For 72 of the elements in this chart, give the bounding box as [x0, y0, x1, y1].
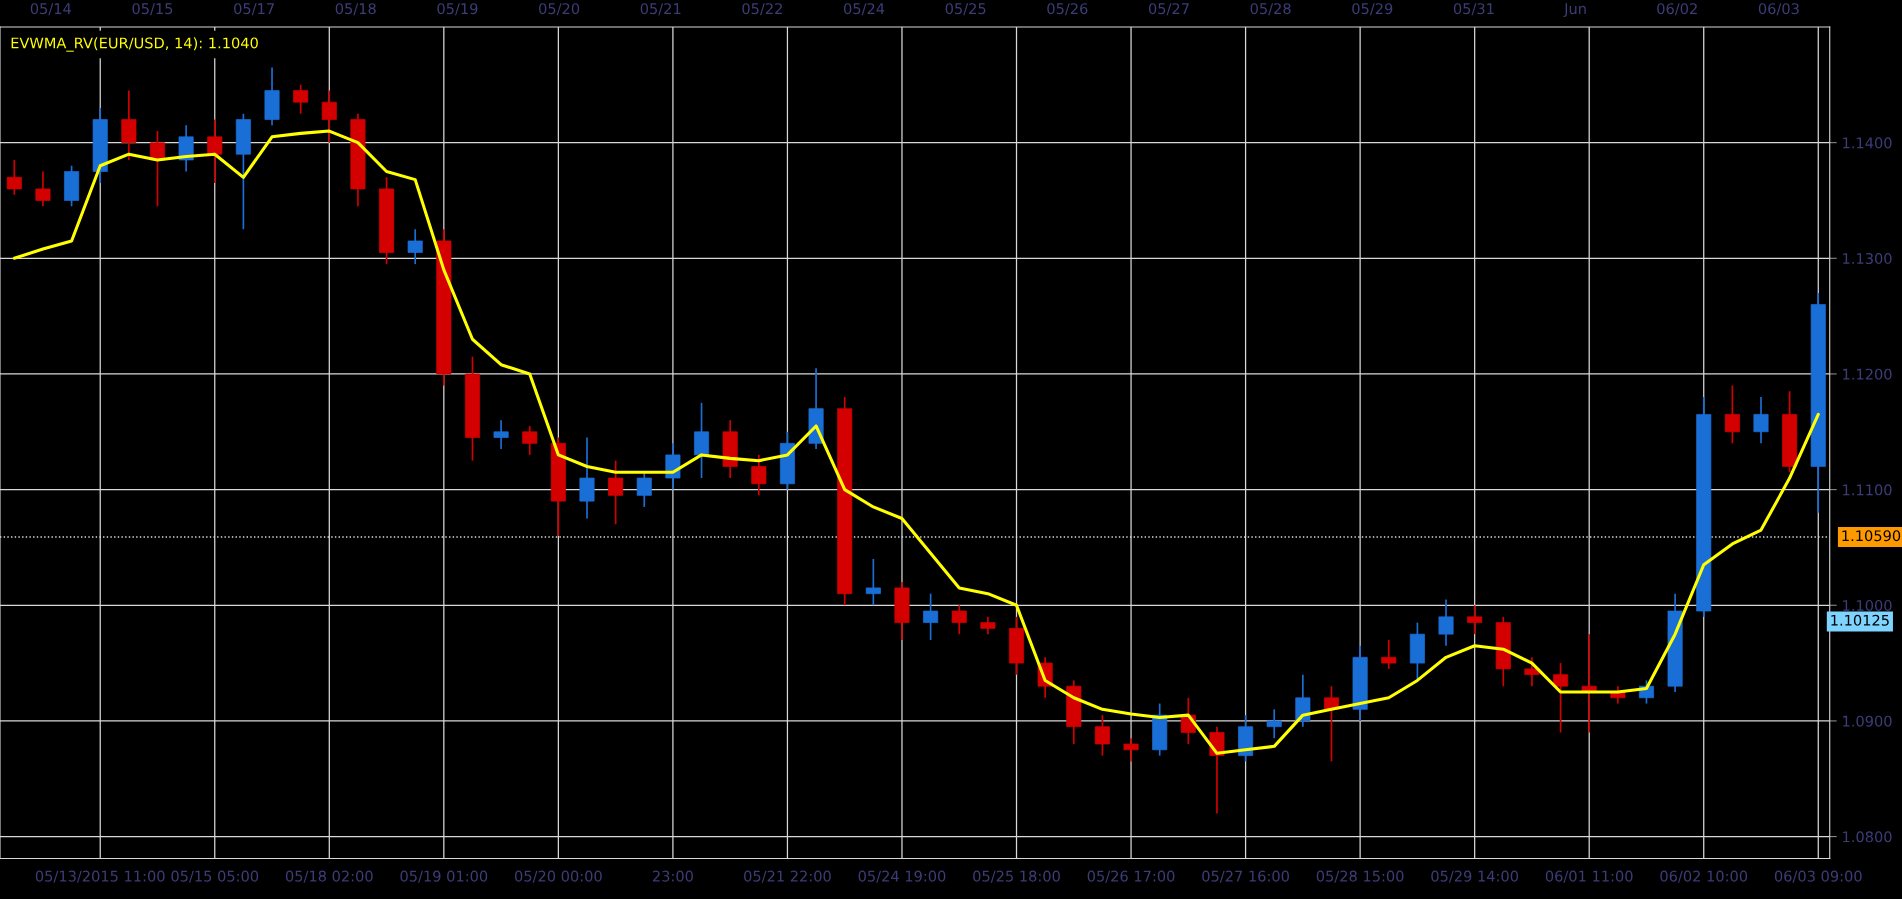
candlestick	[1438, 598, 1454, 647]
candlestick	[1753, 396, 1769, 445]
candlestick	[923, 592, 939, 641]
text: 05/18	[335, 3, 376, 16]
text: 05/22	[742, 3, 782, 16]
text: 05/31	[1453, 3, 1494, 16]
text: 1.10125	[1831, 614, 1889, 626]
x-tick-label: 06/02 10:00	[1660, 870, 1748, 883]
text: 05/19	[437, 3, 478, 16]
y-tick-label: 1.1300	[1843, 253, 1892, 265]
text: 05/20	[539, 3, 580, 16]
text: EVWMA_RV(EUR/USD, 14): 1.1040	[11, 37, 258, 52]
candlestick	[407, 228, 423, 265]
candlestick	[321, 89, 337, 144]
candlestick	[608, 459, 624, 526]
candlestick	[121, 89, 137, 161]
candlestick	[493, 419, 509, 450]
text: 06/03	[1758, 3, 1799, 16]
candlestick	[1467, 604, 1483, 636]
text: 05/26	[1047, 3, 1088, 16]
x-tick-label: 05/15 05:00	[171, 870, 259, 883]
text: 05/28	[1250, 3, 1291, 16]
text: 06/02	[1657, 3, 1697, 16]
x-tick-label: 05/13/2015 11:00	[35, 870, 165, 883]
candlestick	[293, 83, 309, 115]
text: 05/29	[1352, 3, 1393, 16]
y-tick-label: 1.1200	[1843, 368, 1892, 380]
candlestick	[951, 604, 967, 636]
text: 05/15	[132, 3, 173, 16]
text: 05/21	[640, 3, 681, 16]
x-tick-label: 05/24 19:00	[858, 870, 946, 883]
x-tick-label: 05/21 22:00	[744, 870, 831, 883]
candlestick	[865, 558, 881, 607]
candlestick	[636, 471, 652, 508]
candlestick	[1524, 656, 1540, 688]
candlestick	[522, 425, 538, 456]
candlestick	[1266, 708, 1282, 740]
text: 05/17	[234, 3, 274, 16]
x-tick-label: 05/19 01:00	[400, 870, 488, 883]
candlestick	[751, 454, 767, 497]
y-tick-label: 1.0800	[1843, 831, 1892, 843]
x-tick-label: 05/28 15:00	[1316, 870, 1404, 883]
x-tick-label: 06/01 11:00	[1545, 870, 1633, 883]
candlestick	[579, 436, 595, 520]
x-tick-label: 05/18 02:00	[285, 870, 373, 883]
x-tick-label: 05/27 16:00	[1202, 870, 1289, 883]
candlestick	[1123, 737, 1139, 763]
text: 05/27	[1148, 3, 1189, 16]
x-tick-label: 05/29 14:00	[1431, 870, 1519, 883]
y-tick-label: 1.1400	[1843, 137, 1892, 149]
candlestick	[207, 118, 223, 184]
y-tick-label: 1.1000	[1843, 599, 1892, 611]
candlestick	[1381, 639, 1397, 670]
candlestick	[1724, 384, 1740, 445]
candlestick	[1553, 662, 1569, 734]
text: 05/25	[945, 3, 986, 16]
x-tick-label: 23:00	[652, 870, 693, 882]
x-tick-label: 06/03 09:00	[1774, 870, 1862, 883]
candlestick	[35, 170, 51, 208]
x-tick-label: 05/25 18:00	[973, 870, 1060, 883]
text: 05/24	[843, 3, 885, 16]
line-series	[12, 129, 1820, 755]
candlestick	[6, 159, 22, 196]
y-tick-label: 1.0900	[1843, 715, 1892, 727]
text: Jun	[1563, 3, 1586, 17]
x-tick-label: 05/26 17:00	[1087, 870, 1175, 883]
candlestick	[694, 402, 710, 479]
candlestick	[1094, 714, 1110, 757]
ref-line-label: 1.10590	[1842, 530, 1901, 542]
x-tick-label: 05/20 00:00	[514, 870, 602, 883]
text: 05/14	[30, 3, 72, 16]
y-tick-label: 1.1100	[1843, 484, 1892, 496]
